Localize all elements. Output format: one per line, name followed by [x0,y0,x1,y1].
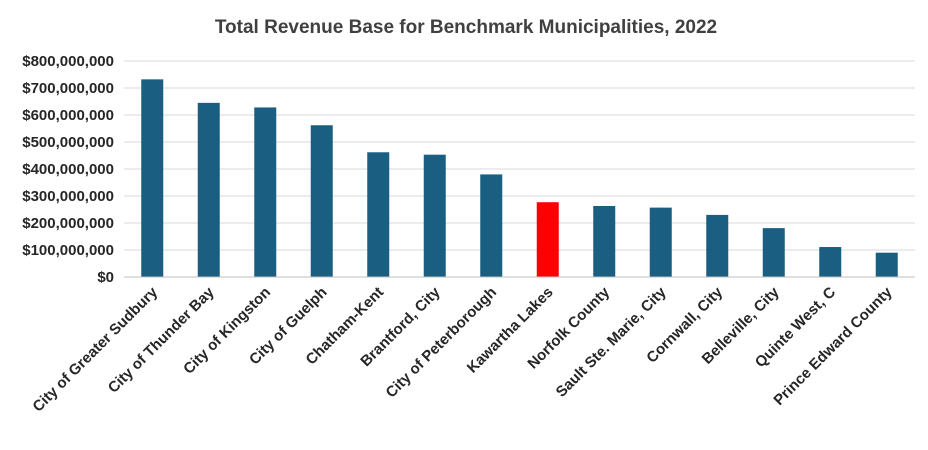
gridlines [124,60,915,251]
bar-city-of-peterborough [480,174,503,277]
bar-chatham-kent [367,152,390,277]
bar-quinte-west-c [819,247,842,277]
y-tick-label: $200,000,000 [22,215,114,232]
x-tick-label: City of Peterborough [383,284,501,402]
y-tick-label: $0 [97,269,114,286]
x-tick-label: Sault Ste. Marie, City [553,283,670,400]
x-tick-label: City of Thunder Bay [105,283,218,396]
bar-norfolk-county [593,205,616,277]
bar-city-of-thunder-bay [197,102,220,277]
chart-title: Total Revenue Base for Benchmark Municip… [215,17,717,38]
y-tick-label: $400,000,000 [22,161,114,178]
y-tick-label: $700,000,000 [22,80,114,97]
bar-city-of-guelph [310,125,333,277]
y-axis-ticks: $0 $100,000,000 $200,000,000 $300,000,000 $4… [22,53,114,286]
x-tick-label: Prince Edward County [770,283,896,409]
y-tick-label: $600,000,000 [22,107,114,124]
bar-city-of-greater-sudbury [141,79,164,277]
bar-cornwall-city [706,214,729,277]
y-tick-label: $800,000,000 [22,53,114,70]
bar-sault-ste-marie-city [649,207,672,277]
bar-belleville-city [762,228,785,277]
bar-city-of-kingston [254,107,277,277]
bar-kawartha-lakes [536,202,559,277]
bar-brantford-city [423,154,446,277]
y-tick-label: $100,000,000 [22,242,114,259]
y-tick-label: $300,000,000 [22,188,114,205]
bars [141,79,898,277]
y-tick-label: $500,000,000 [22,134,114,151]
bar-prince-edward-county [875,252,898,277]
